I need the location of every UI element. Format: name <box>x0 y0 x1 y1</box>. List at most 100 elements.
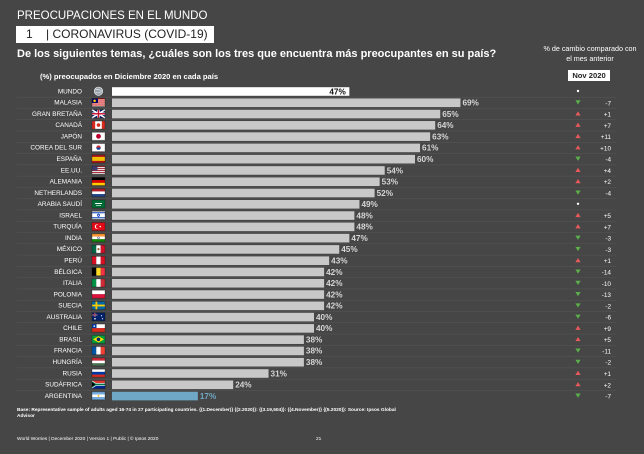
category-label: TURQUÍA <box>53 222 82 231</box>
bar <box>112 391 198 401</box>
flag-germany-icon <box>91 176 106 186</box>
chart-row: SUDÁFRICA 24% +2 <box>45 380 611 390</box>
arrow-down-icon <box>575 314 581 319</box>
chart-row: ISRAEL 48% +5 <box>59 210 612 220</box>
value-label: 64% <box>437 121 454 130</box>
value-label: 45% <box>341 245 358 254</box>
change-label: +7 <box>604 224 612 231</box>
topic-label: | CORONAVIRUS (COVID-19) <box>46 27 208 41</box>
value-label: 38% <box>306 347 323 356</box>
bar <box>112 87 350 96</box>
category-label: MÉXICO <box>57 244 82 253</box>
bar <box>112 121 436 130</box>
value-label: 42% <box>326 268 343 277</box>
category-label: COREA DEL SUR <box>30 145 82 152</box>
flag-saudi-arabia-icon <box>91 199 106 209</box>
chart-row: MÉXICO 45% -3 <box>57 244 612 254</box>
change-label: +2 <box>604 179 612 186</box>
value-label: 43% <box>331 257 348 266</box>
chart-row: ARGENTINA 17% -7 <box>45 391 611 401</box>
bar <box>112 312 314 322</box>
chart-row: CANADÁ 64% +7 <box>55 120 611 130</box>
category-label: ARGENTINA <box>45 393 83 400</box>
question-text: De los siguientes temas, ¿cuáles son los… <box>17 48 497 60</box>
value-label: 31% <box>271 369 288 378</box>
category-label: SUECIA <box>58 303 83 310</box>
chart-row: HUNGRÍA 38% -2 <box>53 357 612 367</box>
value-label: 42% <box>326 302 343 311</box>
chart-row: RUSIA 31% +1 <box>62 368 612 378</box>
flag-turkey-icon <box>91 222 106 232</box>
flag-uk-icon <box>91 109 106 119</box>
change-label: -4 <box>605 191 611 198</box>
change-label: -10 <box>602 281 612 288</box>
value-label: 65% <box>442 110 459 119</box>
category-label: BRASIL <box>59 336 82 343</box>
chart-row: GRAN BRETAÑA 65% +1 <box>32 109 611 119</box>
chart-row: EE.UU. 54% +4 <box>61 165 612 175</box>
value-label: 48% <box>356 211 373 220</box>
arrow-up-icon <box>575 179 581 184</box>
change-label: +1 <box>604 371 612 378</box>
change-label: +2 <box>604 382 612 389</box>
category-label: ARABIA SAUDÍ <box>38 199 83 208</box>
flag-sweden-icon <box>91 301 106 311</box>
arrow-up-icon <box>575 382 581 387</box>
value-label: 38% <box>306 335 323 344</box>
bar <box>112 380 234 390</box>
value-label: 42% <box>326 279 343 288</box>
arrow-down-icon <box>575 303 581 308</box>
flag-belgium-icon <box>91 267 106 277</box>
chart-row: POLONIA 42% -13 <box>54 289 611 299</box>
chart-row: ESPAÑA 60% -4 <box>57 154 612 164</box>
category-label: SUDÁFRICA <box>45 380 83 389</box>
category-label: ITALIA <box>63 280 83 287</box>
topic-number: 1 <box>26 27 33 41</box>
arrow-down-icon <box>575 348 581 353</box>
value-label: 54% <box>387 166 404 175</box>
arrow-down-icon <box>575 190 581 195</box>
arrow-up-icon <box>575 167 581 172</box>
category-label: NETHERLANDS <box>34 190 82 197</box>
change-label: +7 <box>604 123 612 130</box>
value-label: 47% <box>351 234 368 243</box>
arrow-down-icon <box>575 359 581 364</box>
arrow-up-icon <box>575 258 581 263</box>
arrow-up-icon <box>575 122 581 127</box>
topic-box: 1 | CORONAVIRUS (COVID-19) <box>16 26 214 43</box>
flag-israel-icon <box>91 210 106 220</box>
chart-row: CHILE 40% +9 <box>63 323 611 333</box>
value-label: 40% <box>316 313 333 322</box>
value-label: 40% <box>316 324 333 333</box>
arrow-up-icon <box>575 111 581 116</box>
bar <box>112 324 314 333</box>
bar <box>112 335 304 344</box>
arrow-down-icon <box>575 280 581 285</box>
category-label: MALASIA <box>54 100 82 107</box>
chart-row: TURQUÍA 48% +7 <box>53 222 611 232</box>
flag-russia-icon <box>91 368 106 378</box>
arrow-down-icon <box>575 269 581 274</box>
change-label: +4 <box>604 168 612 175</box>
bar <box>112 188 375 198</box>
change-label: +5 <box>604 213 612 220</box>
category-label: ALEMANIA <box>50 179 83 186</box>
change-label: +11 <box>601 134 612 141</box>
footnote: Base: Representative sample of adults ag… <box>17 408 396 419</box>
bar <box>112 245 340 254</box>
bar <box>112 154 415 164</box>
arrow-up-icon <box>575 224 581 229</box>
bar <box>112 346 304 356</box>
category-label: JAPÓN <box>61 131 83 140</box>
flag-japan-icon <box>91 131 106 141</box>
arrow-down-icon <box>575 292 581 297</box>
month-label: Nov 2020 <box>568 70 610 81</box>
bar <box>112 357 304 367</box>
flag-australia-icon <box>91 312 106 322</box>
chart-row: INDIA 47% -3 <box>65 233 611 243</box>
arrow-up-icon <box>575 370 581 375</box>
chart-row: BÉLGICA 42% -14 <box>54 267 611 277</box>
chart-row: JAPÓN 63% +11 <box>61 131 612 141</box>
chart-subtitle: (%) preocupados en Diciembre 2020 en cad… <box>40 72 219 81</box>
flag-south-africa-icon <box>91 379 106 389</box>
